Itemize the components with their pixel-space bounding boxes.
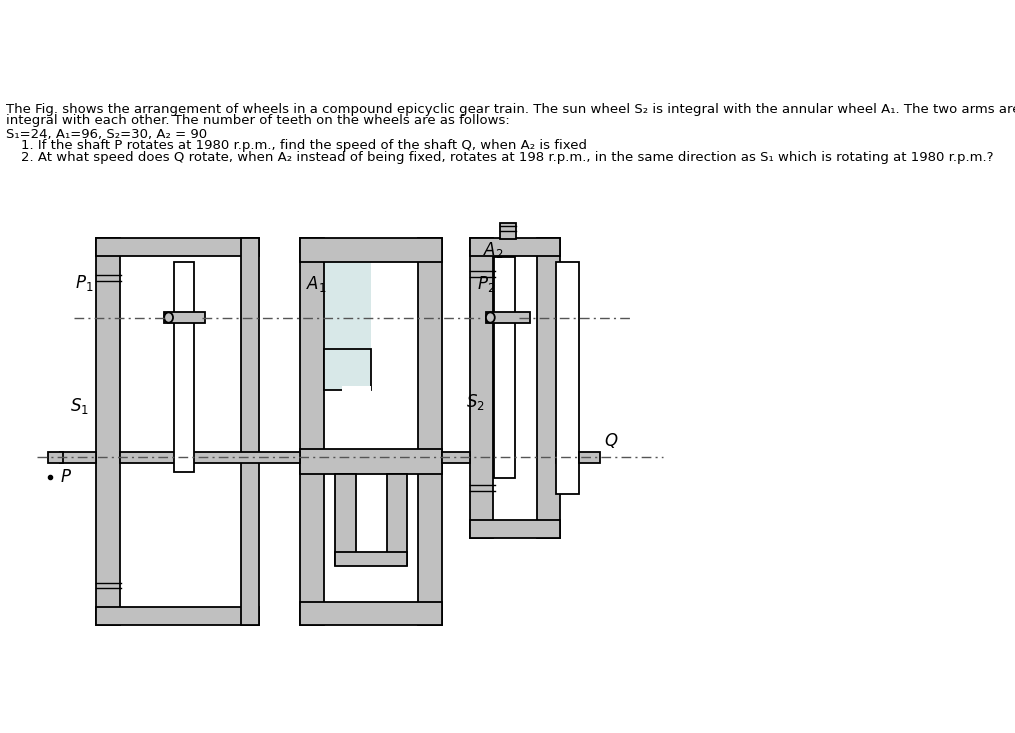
Bar — [60, 452, 95, 463]
Ellipse shape — [486, 312, 494, 323]
Bar — [470, 520, 559, 539]
Bar — [300, 449, 442, 474]
Bar — [494, 257, 515, 478]
Bar — [120, 452, 300, 463]
Bar — [324, 262, 371, 432]
Bar — [486, 312, 530, 323]
Bar — [164, 312, 205, 323]
Text: S₁=24, A₁=96, S₂=30, A₂ = 90: S₁=24, A₁=96, S₂=30, A₂ = 90 — [6, 128, 207, 141]
Bar — [95, 238, 120, 625]
Bar — [300, 238, 442, 262]
Bar — [324, 349, 371, 390]
Bar — [120, 257, 241, 607]
Bar — [300, 602, 442, 625]
Text: $Q$: $Q$ — [604, 431, 618, 450]
Bar — [538, 238, 559, 539]
Text: $P_1$: $P_1$ — [75, 273, 93, 293]
Ellipse shape — [164, 312, 173, 323]
Text: $P$: $P$ — [60, 469, 72, 486]
Text: $P_2$: $P_2$ — [477, 274, 495, 295]
Bar — [48, 452, 63, 463]
Bar — [342, 386, 371, 412]
Bar — [418, 238, 442, 625]
Text: The Fig. shows the arrangement of wheels in a compound epicyclic gear train. The: The Fig. shows the arrangement of wheels… — [6, 103, 1015, 116]
Bar — [355, 474, 387, 565]
Bar — [371, 262, 418, 449]
Bar — [335, 474, 355, 565]
Bar — [556, 262, 580, 494]
Text: $A_2$: $A_2$ — [483, 240, 503, 259]
Bar — [556, 452, 559, 463]
Bar — [95, 238, 259, 257]
Text: $S_1$: $S_1$ — [70, 396, 89, 416]
Bar — [324, 262, 371, 388]
Bar — [500, 224, 516, 240]
Bar — [241, 238, 259, 625]
Bar — [442, 452, 470, 463]
Bar — [470, 238, 559, 257]
Bar — [224, 474, 407, 565]
Text: $S_2$: $S_2$ — [466, 392, 485, 412]
Bar — [324, 474, 334, 565]
Bar — [95, 607, 259, 625]
Bar — [300, 238, 324, 625]
Bar — [470, 238, 493, 539]
Bar — [493, 257, 538, 520]
Text: $A_1$: $A_1$ — [307, 274, 327, 295]
Text: integral with each other. The number of teeth on the wheels are as follows:: integral with each other. The number of … — [6, 114, 510, 128]
Text: 2. At what speed does Q rotate, when A₂ instead of being fixed, rotates at 198 r: 2. At what speed does Q rotate, when A₂ … — [20, 151, 993, 164]
Bar — [580, 452, 600, 463]
Bar — [335, 552, 407, 567]
Bar — [387, 474, 407, 565]
Bar — [174, 262, 194, 472]
Text: 1. If the shaft P rotates at 1980 r.p.m., find the speed of the shaft Q, when A₂: 1. If the shaft P rotates at 1980 r.p.m.… — [20, 139, 587, 152]
Bar — [335, 553, 406, 565]
